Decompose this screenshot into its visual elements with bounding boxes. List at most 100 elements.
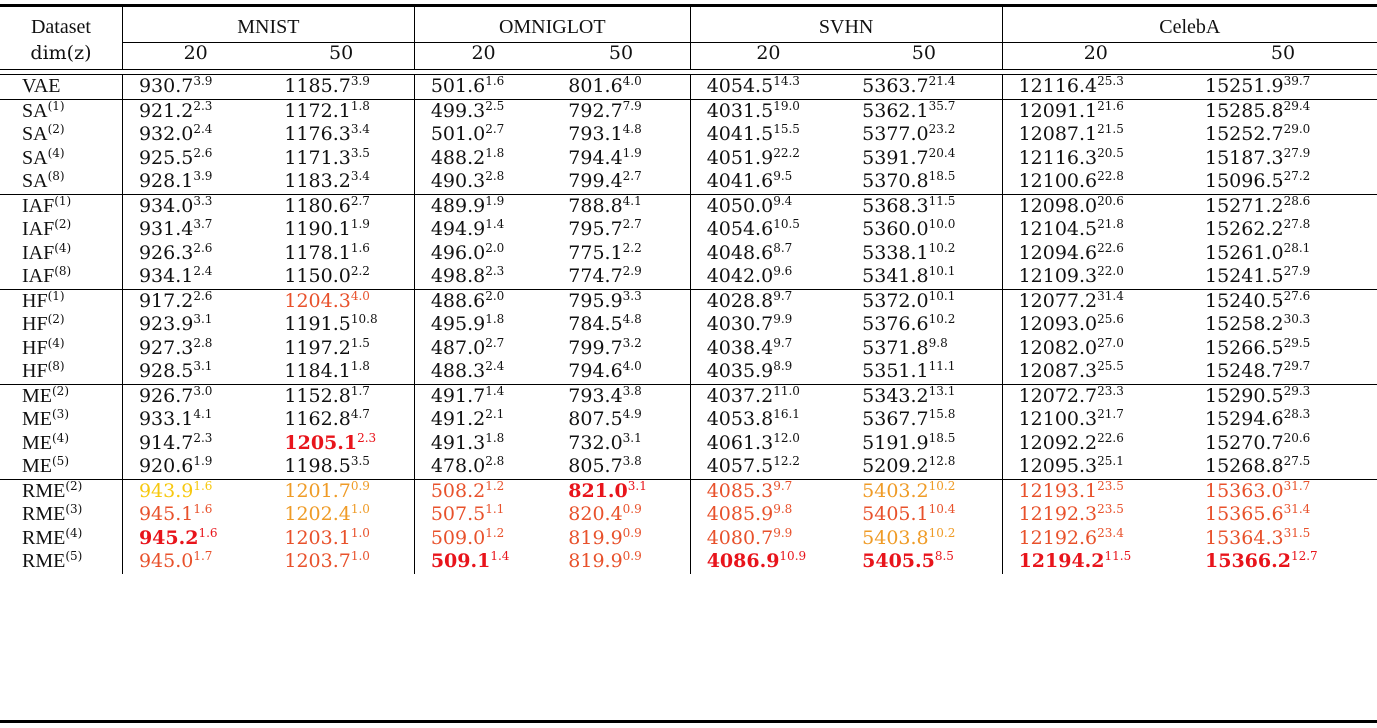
value-cell: 805.73.8	[552, 455, 691, 480]
mean-value: 15096.5	[1205, 170, 1284, 193]
std-value: 0.9	[622, 502, 642, 517]
mean-value: 934.0	[138, 194, 194, 217]
table-row: IAF(4) 926.32.6 1178.11.6 496.02.0 775.12.2 4…	[0, 241, 1377, 265]
value-cell: 501.02.7	[413, 122, 553, 147]
method-name: ME	[22, 408, 52, 431]
value-cell: 4030.79.9	[689, 313, 847, 337]
method-name: SA	[22, 170, 48, 193]
mean-value: 12192.6	[1018, 526, 1098, 549]
mean-value: 15366.2	[1205, 550, 1291, 573]
value-cell: 4028.89.7	[689, 289, 847, 313]
mean-value: 509.1	[430, 550, 491, 573]
results-table: Dataset MNIST OMNIGLOT SVHN CelebA dim(z…	[0, 4, 1377, 574]
mean-value: 1178.1	[284, 241, 351, 264]
mean-value: 12072.7	[1018, 384, 1098, 407]
std-value: 2.3	[193, 98, 213, 113]
std-value: 2.1	[485, 407, 505, 422]
mean-value: 12082.0	[1018, 336, 1098, 359]
std-value: 2.3	[357, 430, 377, 445]
method-label: SA(8)	[0, 169, 123, 195]
std-value: 1.2	[485, 525, 505, 540]
std-value: 1.8	[485, 312, 505, 327]
std-value: 4.1	[193, 407, 213, 422]
method-variant: (8)	[54, 264, 72, 279]
std-value: 7.9	[622, 98, 642, 113]
mean-value: 4080.7	[706, 526, 774, 549]
std-value: 2.7	[485, 122, 505, 137]
mean-value: 5403.2	[862, 479, 929, 502]
value-cell: 487.02.7	[413, 336, 553, 360]
std-value: 3.4	[350, 122, 370, 137]
value-cell: 15187.327.9	[1189, 147, 1377, 171]
dataset-header-celeba: CelebA	[1001, 4, 1377, 43]
mean-value: 488.3	[430, 360, 486, 383]
mean-value: 1184.1	[284, 360, 351, 383]
value-cell: 15262.227.8	[1189, 218, 1377, 242]
mean-value: 921.2	[138, 99, 194, 122]
value-cell: 1197.21.5	[268, 337, 414, 361]
std-value: 16.1	[773, 407, 800, 422]
mean-value: 819.9	[568, 550, 623, 573]
dim-header: 20	[689, 42, 847, 70]
mean-value: 487.0	[430, 336, 486, 359]
method-variant: (1)	[47, 288, 65, 303]
std-value: 29.7	[1283, 359, 1311, 374]
mean-value: 5351.1	[862, 360, 929, 383]
std-value: 4.0	[622, 74, 642, 89]
table-row: HF(8) 928.53.1 1184.11.8 488.32.4 794.64.0 40…	[0, 359, 1377, 385]
mean-value: 4085.3	[706, 479, 774, 502]
value-cell: 12104.521.8	[1001, 218, 1189, 242]
mean-value: 12092.2	[1018, 431, 1098, 454]
value-cell: 12095.325.1	[1001, 455, 1189, 480]
std-value: 21.4	[928, 74, 956, 89]
value-cell: 793.14.8	[552, 123, 690, 147]
value-cell: 927.32.8	[121, 336, 269, 360]
std-value: 3.9	[350, 74, 370, 89]
std-value: 1.6	[193, 478, 213, 493]
method-variant: (8)	[47, 359, 65, 374]
value-cell: 926.73.0	[121, 384, 269, 408]
std-value: 27.9	[1283, 264, 1311, 279]
method-variant: (4)	[65, 525, 83, 540]
value-cell: 917.22.6	[121, 289, 269, 313]
mean-value: 4041.5	[706, 123, 774, 146]
method-label: VAE	[0, 74, 123, 100]
mean-value: 930.7	[138, 75, 194, 98]
std-value: 28.6	[1283, 193, 1311, 208]
value-cell: 4053.816.1	[689, 407, 847, 432]
std-value: 9.4	[773, 193, 793, 208]
mean-value: 15364.3	[1205, 526, 1284, 549]
mean-value: 501.0	[430, 123, 486, 146]
mean-value: 4035.9	[706, 360, 774, 383]
table-row: RME(5) 945.01.7 1203.71.0 509.11.4 819.90.9 4…	[0, 550, 1377, 574]
value-cell: 5405.58.5	[846, 550, 1002, 574]
std-value: 2.9	[622, 264, 642, 279]
mean-value: 807.5	[568, 408, 623, 431]
mean-value: 5338.1	[862, 241, 929, 264]
std-value: 22.8	[1097, 169, 1124, 184]
mean-value: 4028.8	[706, 289, 774, 312]
std-value: 2.4	[193, 122, 213, 137]
method-variant: (8)	[47, 169, 65, 184]
value-cell: 12087.121.5	[1001, 123, 1189, 147]
mean-value: 928.1	[138, 170, 194, 193]
method-name: RME	[22, 503, 66, 526]
mean-value: 15241.5	[1205, 265, 1284, 288]
std-value: 28.3	[1283, 407, 1311, 422]
std-value: 22.0	[1097, 264, 1124, 279]
mean-value: 5360.0	[862, 218, 929, 241]
table-row: RME(2) 943.91.6 1201.70.9 508.21.2 821.03.1 4…	[0, 479, 1377, 503]
mean-value: 490.3	[430, 170, 486, 193]
value-cell: 5360.010.0	[846, 218, 1002, 242]
std-value: 2.0	[485, 288, 505, 303]
mean-value: 1162.8	[284, 408, 351, 431]
std-value: 8.9	[773, 359, 793, 374]
value-cell: 1205.12.3	[268, 432, 414, 456]
value-cell: 820.40.9	[552, 503, 690, 527]
value-cell: 784.54.8	[552, 313, 690, 337]
std-value: 1.6	[485, 74, 505, 89]
std-value: 29.3	[1283, 383, 1311, 398]
std-value: 2.3	[193, 430, 213, 445]
dim-header: 20	[121, 42, 269, 70]
